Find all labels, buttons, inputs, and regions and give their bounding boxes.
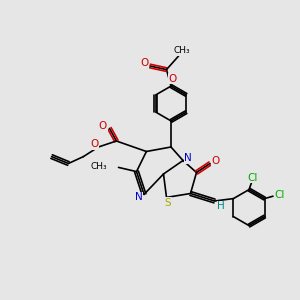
Text: Cl: Cl bbox=[248, 172, 258, 183]
Text: O: O bbox=[91, 139, 99, 149]
Text: O: O bbox=[99, 121, 107, 131]
Text: O: O bbox=[140, 58, 149, 68]
Text: N: N bbox=[184, 153, 192, 163]
Text: Cl: Cl bbox=[274, 190, 285, 200]
Text: O: O bbox=[168, 74, 177, 84]
Text: CH₃: CH₃ bbox=[91, 162, 107, 171]
Text: O: O bbox=[211, 155, 220, 166]
Text: N: N bbox=[135, 192, 143, 203]
Text: H: H bbox=[217, 201, 225, 212]
Text: CH₃: CH₃ bbox=[173, 46, 190, 55]
Text: S: S bbox=[165, 198, 171, 208]
